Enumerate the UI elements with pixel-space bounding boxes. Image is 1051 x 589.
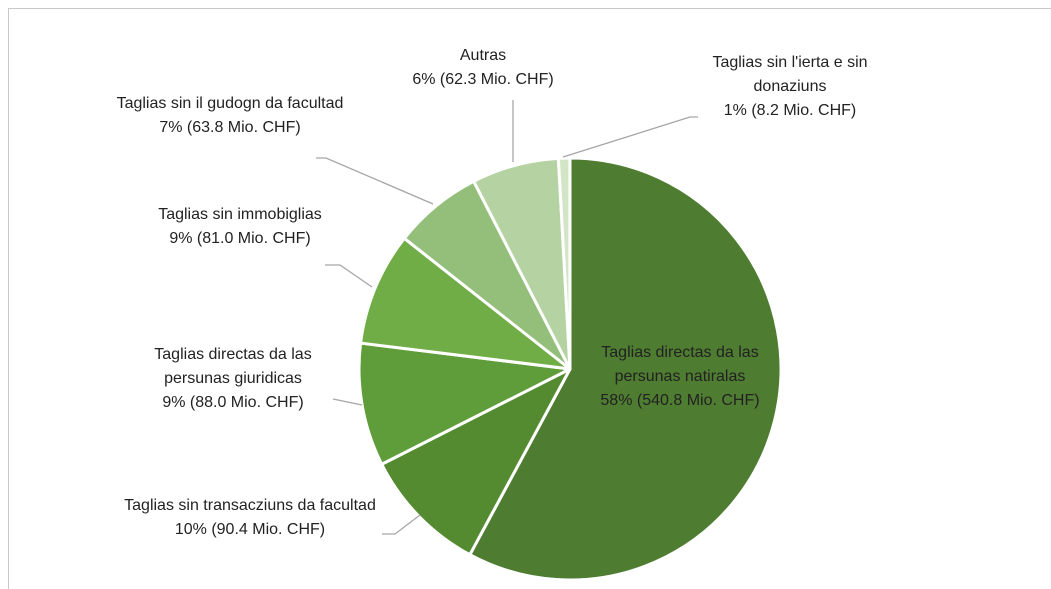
pie-slice	[357, 341, 572, 466]
pie-slice	[359, 236, 572, 371]
leader-line	[325, 264, 373, 288]
leader-line	[562, 116, 698, 158]
value-label: 1% (8.2 Mio. CHF)	[723, 102, 857, 119]
leader-line	[316, 157, 434, 205]
slice-label: Taglias directas da las persunas giuridi…	[120, 343, 346, 415]
category-label: Taglias sin l'ierta e sin donaziuns	[712, 54, 868, 95]
pie-slice	[556, 156, 572, 371]
category-label: Taglias sin immobiglias	[158, 206, 322, 223]
value-label: 9% (88.0 Mio. CHF)	[162, 394, 304, 411]
chart-border	[8, 8, 1051, 589]
slice-label: Taglias sin transacziuns da facultad 10% …	[110, 494, 390, 542]
leader-lines	[316, 100, 698, 535]
category-label: Taglias directas da las persunas giuridi…	[154, 346, 312, 387]
pie-slice	[468, 156, 783, 582]
value-label: 10% (90.4 Mio. CHF)	[174, 521, 326, 538]
slice-label: Taglias sin il gudogn da facultad 7% (63.…	[110, 92, 350, 140]
leader-line	[332, 398, 363, 406]
category-label: Autras	[459, 47, 507, 64]
slice-label: Taglias directas da las persunas natiral…	[590, 341, 770, 413]
category-label: Taglias directas da las persunas natiral…	[601, 344, 759, 385]
value-label: 9% (81.0 Mio. CHF)	[169, 230, 311, 247]
slice-label: Autras 6% (62.3 Mio. CHF)	[400, 44, 566, 92]
leader-line	[382, 514, 421, 535]
slice-label: Taglias sin immobiglias 9% (81.0 Mio. CHF…	[150, 203, 330, 251]
category-label: Taglias sin transacziuns da facultad	[124, 497, 376, 514]
slice-label: Taglias sin l'ierta e sin donaziuns 1% (8…	[688, 51, 892, 123]
value-label: 6% (62.3 Mio. CHF)	[412, 71, 554, 88]
value-label: 7% (63.8 Mio. CHF)	[159, 119, 301, 136]
category-label: Taglias sin il gudogn da facultad	[116, 95, 344, 112]
value-label: 58% (540.8 Mio. CHF)	[600, 392, 760, 409]
